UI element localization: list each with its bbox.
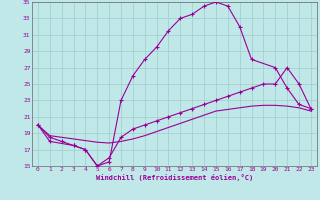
- X-axis label: Windchill (Refroidissement éolien,°C): Windchill (Refroidissement éolien,°C): [96, 174, 253, 181]
